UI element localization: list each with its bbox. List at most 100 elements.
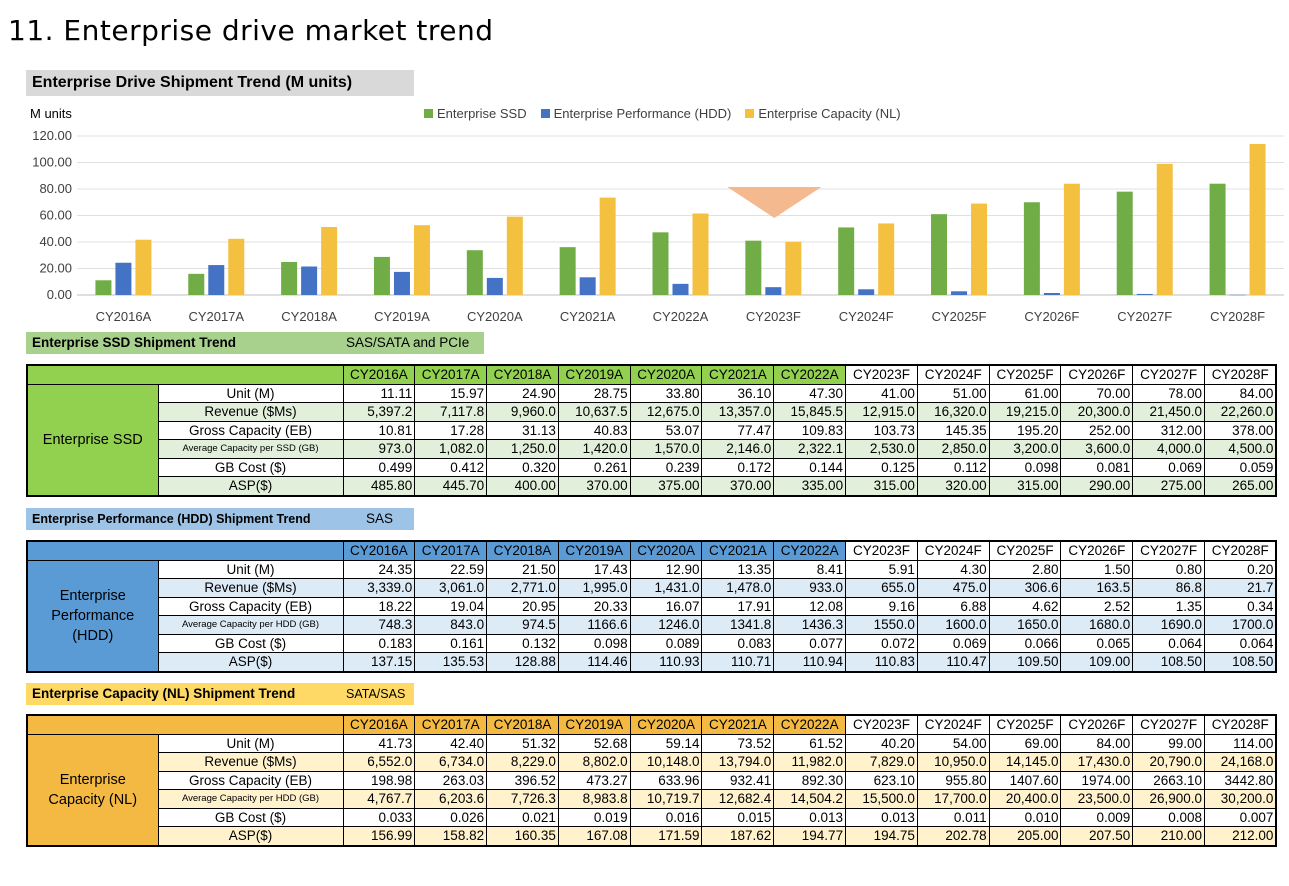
table-cell: 73.52 [701,733,775,753]
table-cell: 1550.0 [845,615,918,635]
table-cell: 36.10 [701,383,775,403]
table-cell: 24.35 [342,559,416,579]
y-tick-label: 40.00 [39,234,72,249]
table-cell: 194.75 [845,826,918,846]
table-cell: 41.00 [845,383,918,403]
table-cell: 40.20 [845,733,918,753]
table-cell: 0.013 [845,807,918,827]
table-cell: 2.52 [1060,596,1134,616]
table-cell: 59.14 [629,733,703,753]
table-cell: 109.83 [773,420,847,440]
x-tick-label: CY2018A [281,309,337,324]
table-cell: 892.30 [773,770,847,790]
table-cell: 160.35 [486,826,559,846]
bar-hdd [858,289,875,295]
table-cell: 52.68 [557,733,631,753]
table-cell: 15,845.5 [773,402,847,422]
year-header-cell: CY2020A [629,364,703,385]
header-corner-cell [26,714,344,735]
table-cell: 0.098 [557,633,631,653]
year-header-cell: CY2023F [845,714,918,735]
chart-title: Enterprise Drive Shipment Trend (M units… [26,70,414,96]
table-cell: 110.71 [701,652,775,672]
table-cell: 109.50 [988,652,1062,672]
table-cell: 1,995.0 [557,578,631,598]
year-header-cell: CY2028F [1204,714,1277,735]
table-cell: 8,983.8 [557,789,631,809]
row-label: Average Capacity per SSD (GB) [157,439,344,459]
legend-swatch-hdd [540,109,550,118]
row-group-label: Enterprise Capacity (NL) [26,733,159,846]
table-cell: 3,600.0 [1060,439,1134,459]
table-cell: 0.80 [1132,559,1206,579]
bar-hdd [486,277,503,295]
row-label: Average Capacity per HDD (GB) [157,789,344,809]
row-label: ASP($) [157,826,344,846]
table-cell: 6.88 [916,596,990,616]
table-cell: 110.94 [773,652,847,672]
table-cell: 14,145.0 [988,752,1062,772]
year-header-cell: CY2026F [1060,364,1134,385]
table-cell: 0.34 [1204,596,1277,616]
table-cell: 20,790.0 [1132,752,1206,772]
bar-nl [1063,183,1080,295]
table-cell: 16.07 [629,596,703,616]
ssd-section-label: Enterprise SSD Shipment Trend [26,332,340,354]
table-cell: 6,552.0 [342,752,416,772]
table-cell: 41.73 [342,733,416,753]
row-label: Unit (M) [157,383,344,403]
bar-hdd [672,283,689,295]
year-header-cell: CY2020A [629,540,703,561]
x-tick-label: CY2023F [746,309,801,324]
table-cell: 10,148.0 [629,752,703,772]
legend-label-hdd: Enterprise Performance (HDD) [553,106,732,121]
table-cell: 0.016 [629,807,703,827]
table-cell: 54.00 [916,733,990,753]
table-cell: 445.70 [414,476,488,496]
table-row: Average Capacity per HDD (GB) 4,767.7 6,20… [27,789,1277,809]
table-cell: 4,767.7 [342,789,416,809]
year-header-cell: CY2027F [1132,364,1206,385]
hdd-section-label: Enterprise Performance (HDD) Shipment Tr… [26,508,360,530]
table-cell: 633.96 [629,770,703,790]
table-cell: 210.00 [1132,826,1206,846]
table-row: GB Cost ($) 0.499 0.412 0.320 0.261 0.239 0.17… [27,457,1277,477]
y-tick-label: 20.00 [39,261,72,276]
table-cell: 163.5 [1060,578,1134,598]
table-row: ASP($) 156.99 158.82 160.35 167.08 171.59 187.… [27,826,1277,846]
table-cell: 2,850.0 [916,439,990,459]
legend-label-ssd: Enterprise SSD [437,106,527,121]
table-cell: 475.0 [916,578,990,598]
row-label: GB Cost ($) [157,457,344,477]
table-cell: 263.03 [414,770,488,790]
table-cell: 20,300.0 [1060,402,1134,422]
table-cell: 114.46 [557,652,631,672]
table-cell: 26,900.0 [1132,789,1206,809]
table-cell: 77.47 [701,420,775,440]
year-header-cell: CY2022A [773,364,847,385]
bar-hdd [1043,293,1060,295]
bar-ssd [652,232,669,295]
bar-nl [599,197,616,295]
bar-nl [135,239,152,295]
year-header-cell: CY2017A [414,540,488,561]
table-cell: 0.069 [916,633,990,653]
table-cell: 13.35 [701,559,775,579]
y-axis-unit-label: M units [30,106,72,121]
table-cell: 110.93 [629,652,703,672]
table-cell: 17.28 [414,420,488,440]
table-cell: 205.00 [988,826,1062,846]
year-header-cell: CY2025F [988,714,1062,735]
table-cell: 5.91 [845,559,918,579]
year-header-cell: CY2017A [414,714,488,735]
table-cell: 22,260.0 [1204,402,1277,422]
bar-nl [878,223,895,295]
page-title: 11. Enterprise drive market trend [8,14,494,47]
table-cell: 212.00 [1204,826,1277,846]
table-cell: 933.0 [773,578,847,598]
bar-ssd [1209,183,1226,295]
year-header-cell: CY2025F [988,540,1062,561]
bar-ssd [838,227,855,295]
nl-data-table: CY2016A CY2017A CY2018A CY2019A CY2020A CY202… [26,714,1278,847]
x-tick-label: CY2019A [374,309,430,324]
